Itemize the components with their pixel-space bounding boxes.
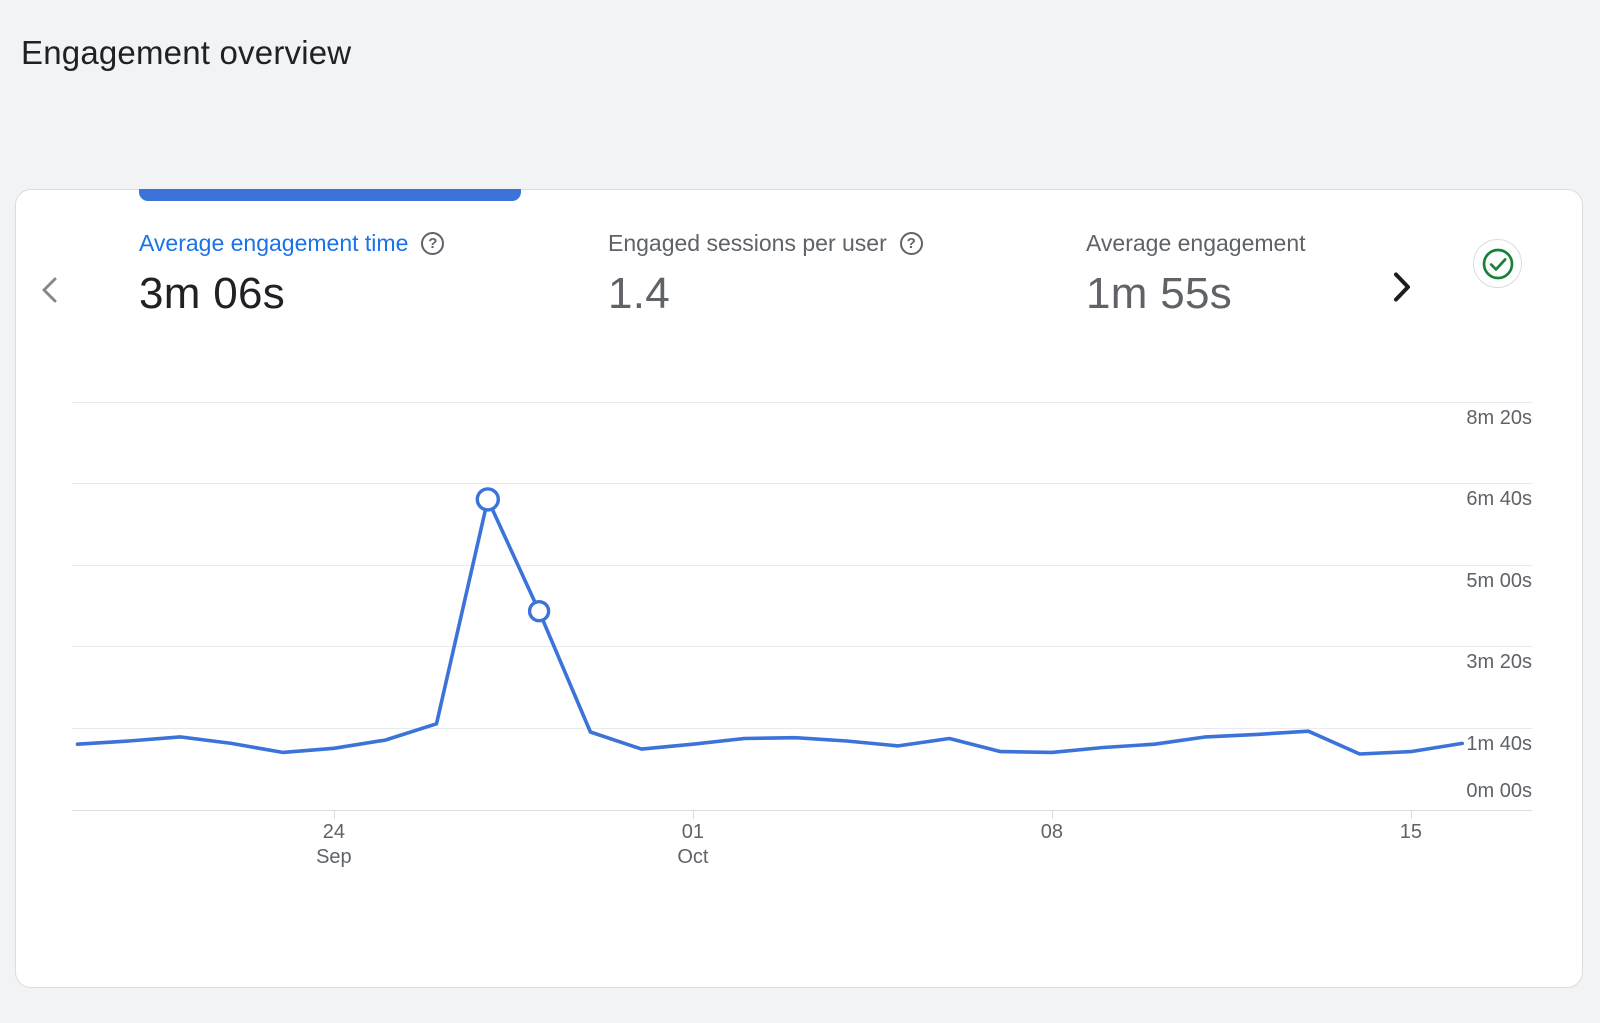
kpi-label-row: Average engagement — [1086, 230, 1306, 257]
kpi-label: Engaged sessions per user — [608, 230, 887, 256]
x-axis-label: 01 Oct — [677, 821, 709, 868]
y-axis-label: 6m 40s — [1466, 488, 1532, 511]
x-axis-tick — [1051, 810, 1053, 819]
tab-average-engagement-time[interactable]: Average engagement time ? 3m 06s — [139, 230, 445, 319]
help-icon[interactable]: ? — [899, 232, 923, 255]
chevron-left-icon — [42, 277, 57, 303]
y-axis-label: 8m 20s — [1466, 406, 1532, 429]
chevron-right-icon — [1394, 272, 1410, 302]
kpi-value: 1.4 — [608, 269, 671, 318]
y-axis-label: 3m 20s — [1466, 651, 1532, 674]
gridline — [72, 483, 1532, 485]
tab-engaged-sessions-per-user[interactable]: Engaged sessions per user ? 1.4 — [608, 230, 923, 319]
x-axis-tick — [333, 810, 335, 819]
gridline — [72, 401, 1532, 403]
carousel-prev-button[interactable] — [36, 271, 64, 312]
active-tab-indicator — [139, 189, 521, 201]
y-axis-label: 5m 00s — [1466, 569, 1532, 592]
kpi-label-row: Engaged sessions per user ? — [608, 230, 923, 257]
gridline — [72, 646, 1532, 648]
x-axis-tick — [692, 810, 694, 819]
tab-average-engagement[interactable]: Average engagement 1m 55s — [1086, 230, 1306, 319]
page-title: Engagement overview — [21, 34, 352, 71]
y-axis-label: 1m 40s — [1466, 732, 1532, 755]
kpi-label: Average engagement time — [139, 230, 409, 256]
chart-plot-area[interactable] — [72, 392, 1532, 810]
kpi-value: 1m 55s — [1086, 269, 1233, 318]
help-icon[interactable]: ? — [421, 232, 445, 255]
check-circle-icon — [1482, 248, 1513, 279]
kpi-label: Average engagement — [1086, 230, 1306, 256]
x-axis-label: 15 — [1399, 821, 1423, 843]
x-axis-label: 08 — [1040, 821, 1064, 843]
carousel-next-button[interactable] — [1386, 268, 1416, 309]
kpi-label-row: Average engagement time ? — [139, 230, 445, 257]
gridline — [72, 564, 1532, 566]
x-axis-label: 24 Sep — [316, 821, 352, 868]
insight-status-button[interactable] — [1473, 239, 1522, 288]
x-axis-tick — [1410, 810, 1412, 819]
kpi-value: 3m 06s — [139, 269, 286, 318]
x-axis-line — [72, 809, 1532, 811]
gridline — [72, 727, 1532, 729]
y-axis-label: 0m 00s — [1466, 779, 1532, 802]
